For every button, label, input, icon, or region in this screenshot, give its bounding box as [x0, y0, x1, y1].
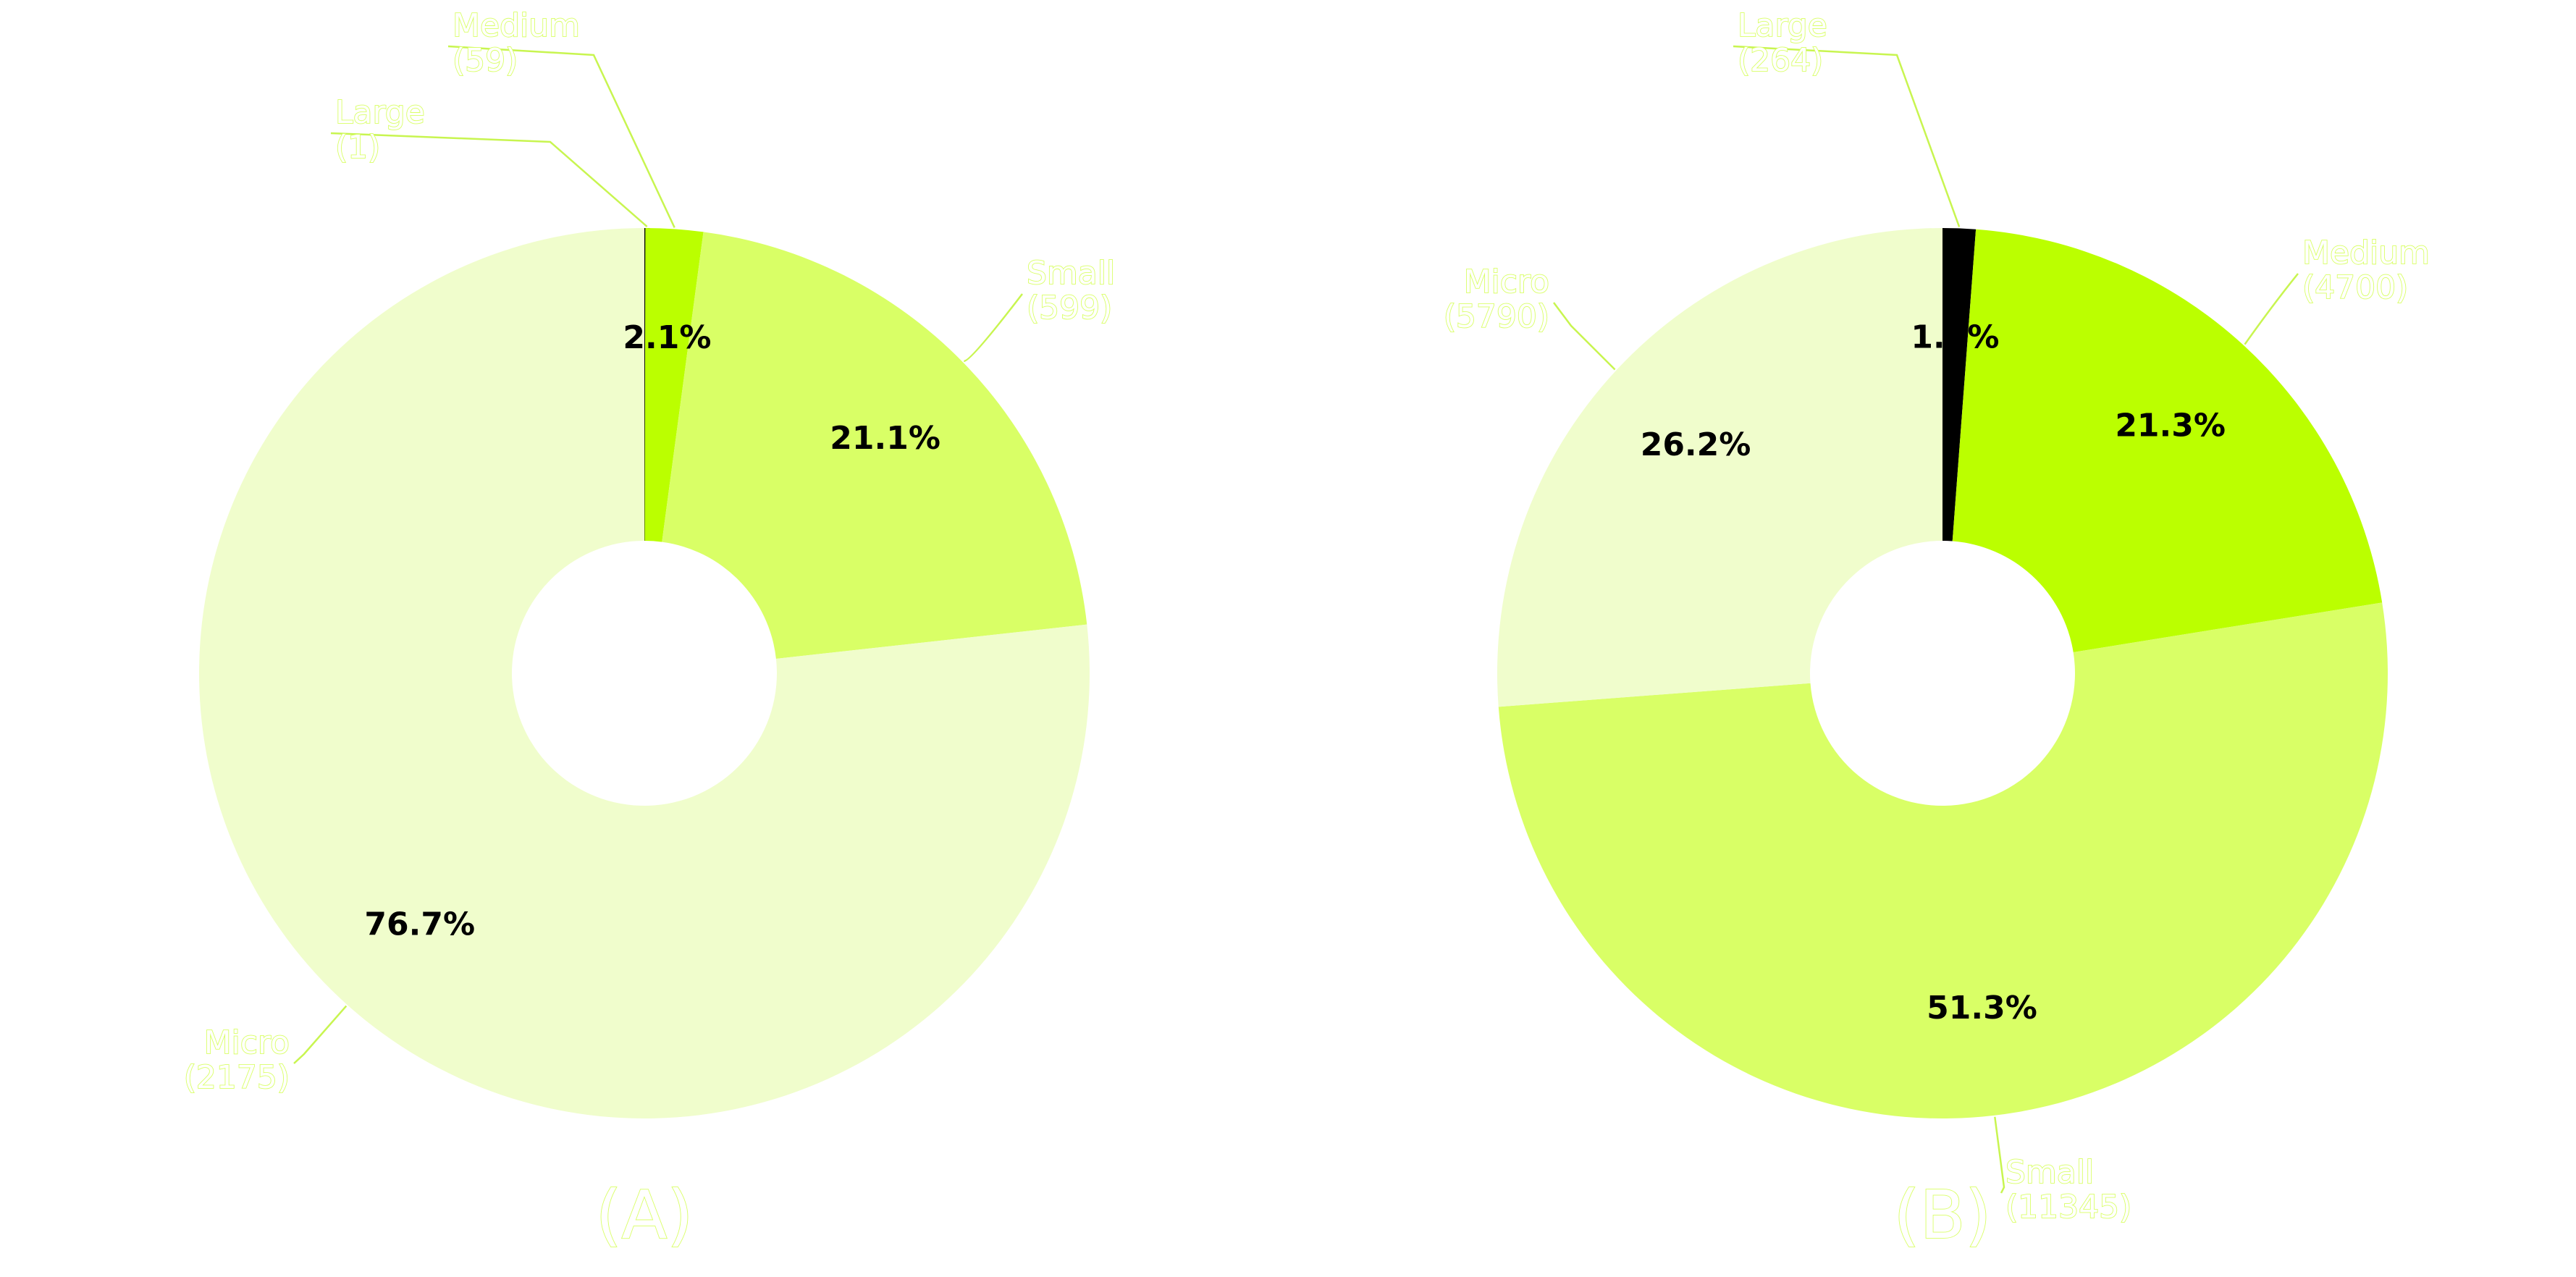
chart-a-leader-medium: [447, 45, 675, 228]
chart-b-count-large: (264): [1738, 42, 1823, 79]
chart-b-label-micro: Micro: [1464, 264, 1549, 300]
chart-b-pct-small: 51.3%: [1927, 990, 2037, 1027]
chart-b-count-medium: (4700): [2302, 269, 2408, 306]
chart-b-pct-medium: 21.3%: [2115, 408, 2226, 444]
chart-b-leader-medium: [2244, 273, 2299, 345]
chart-a-slice-micro: [199, 228, 1090, 1118]
chart-a-label-micro: Micro: [204, 1024, 290, 1061]
chart-a-pct-medium: 2.1%: [623, 319, 711, 356]
chart-a: 2.1% 21.1% 76.7% Large(1) Medium(59) Small(5…: [183, 7, 1116, 1255]
chart-a-count-large: (1): [335, 129, 380, 166]
chart-b-slice-small: [1498, 602, 2388, 1119]
chart-a-percent-labels: 2.1% 21.1% 76.7%: [364, 319, 940, 943]
chart-a-category-labels: Large(1) Medium(59) Small(599) Micro(2175): [183, 7, 1116, 1097]
chart-a-label-large: Large: [335, 94, 425, 131]
chart-b-count-micro: (5790): [1444, 298, 1549, 335]
chart-a-label-medium: Medium: [453, 7, 580, 44]
chart-b-percent-labels: 1.2% 21.3% 51.3% 26.2%: [1641, 319, 2226, 1026]
chart-b-pct-micro: 26.2%: [1641, 426, 1751, 463]
chart-a-count-small: (599): [1027, 290, 1112, 326]
chart-b: 1.2% 21.3% 51.3% 26.2% Large(264) Medium(470…: [1443, 7, 2430, 1255]
chart-a-leader-micro: [293, 1005, 348, 1064]
chart-a-pct-small: 21.1%: [830, 420, 940, 457]
chart-b-leader-lines: [1553, 45, 2299, 1194]
chart-a-slice-small: [662, 232, 1087, 659]
chart-a-pct-micro: 76.7%: [364, 906, 475, 943]
chart-a-slices: [199, 228, 1090, 1118]
chart-b-leader-large: [1733, 45, 1961, 227]
chart-a-panel-label: (A): [596, 1176, 694, 1254]
chart-b-slice-micro: [1497, 228, 1942, 707]
chart-a-leader-lines: [293, 45, 1023, 1064]
chart-b-pct-large: 1.2%: [1911, 319, 1999, 355]
chart-a-label-small: Small: [1027, 255, 1115, 292]
chart-b-panel-label: (B): [1894, 1176, 1992, 1254]
chart-a-leader-small: [964, 293, 1023, 363]
chart-a-slice-medium: [644, 228, 704, 542]
chart-b-label-medium: Medium: [2302, 235, 2430, 271]
chart-a-count-medium: (59): [453, 42, 518, 79]
chart-b-slice-medium: [1952, 229, 2383, 652]
chart-b-slice-large: [1942, 228, 1977, 541]
chart-b-label-large: Large: [1738, 7, 1827, 44]
chart-b-slices: [1497, 228, 2388, 1119]
chart-b-category-labels: Large(264) Medium(4700) Small(11345) Micro(…: [1443, 7, 2430, 1226]
chart-b-label-small: Small: [2005, 1154, 2094, 1191]
chart-b-count-small: (11345): [2005, 1189, 2131, 1226]
chart-a-count-micro: (2175): [184, 1059, 290, 1096]
chart-a-leader-large: [330, 132, 648, 227]
chart-b-leader-small: [1994, 1116, 2005, 1194]
chart-b-leader-micro: [1553, 302, 1616, 371]
